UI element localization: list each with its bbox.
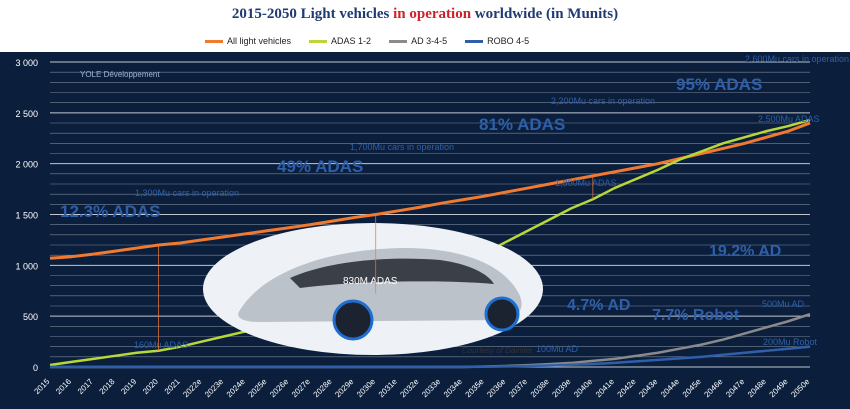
car-photo: Courtesy of Daimler	[203, 223, 543, 355]
legend-item-robo: ROBO 4-5	[465, 36, 529, 46]
car-wheel-front	[332, 299, 374, 341]
title-part2: worldwide (in Munits)	[471, 6, 619, 22]
series-line	[50, 345, 811, 369]
legend-label-robo: ROBO 4-5	[487, 36, 530, 46]
legend-item-ad: AD 3-4-5	[389, 36, 447, 46]
annotation-pct-2050: 95% ADAS	[676, 75, 762, 94]
legend-swatch-adas	[309, 39, 328, 43]
annotation-pct-robot-2050: 7.7% Robot	[652, 307, 740, 324]
annotation-pct-2020: 12.3% ADAS	[60, 202, 160, 221]
label-adas-2040: 1,800Mu ADAS	[555, 178, 617, 188]
chart-title: 2015-2050 Light vehicles in operation wo…	[0, 6, 850, 23]
annotation-pct-ad-2040: 4.7% AD	[567, 297, 630, 314]
annotations: YOLE Développement 12.3% ADAS 49% ADAS 8…	[60, 54, 849, 354]
annotation-pct-2040: 81% ADAS	[479, 115, 565, 134]
y-tick-label: 1 500	[15, 211, 38, 221]
legend-label-all: All light vehicles	[227, 36, 292, 46]
legend-swatch-ad	[389, 39, 408, 43]
label-ad-2040: 100Mu AD	[536, 344, 579, 354]
watermark: YOLE Développement	[80, 70, 160, 79]
label-ad-2050: 500Mu AD	[762, 299, 805, 309]
annotation-pct-2030: 49% ADAS	[277, 157, 363, 176]
y-tick-label: 1 000	[15, 261, 38, 271]
y-tick-label: 500	[23, 312, 38, 322]
y-tick-label: 2 000	[15, 160, 38, 170]
annotation-cars-2030: 1,700Mu cars in operation	[350, 142, 454, 152]
chart-legend: All light vehicles ADAS 1-2 AD 3-4-5 ROB…	[205, 33, 529, 49]
y-tick-label: 3 000	[15, 58, 38, 68]
title-part1: 2015-2050 Light vehicles	[231, 6, 394, 22]
legend-swatch-all	[205, 39, 223, 43]
label-robot-2050: 200Mu Robot	[763, 337, 818, 347]
car-window	[290, 258, 494, 288]
annotation-cars-2020: 1,300Mu cars in operation	[135, 188, 239, 198]
label-adas-2020: 160Mu ADAS	[134, 340, 188, 350]
y-tick-labels: 0 500 1 000 1 500 2 000 2 500 3 000	[15, 58, 38, 373]
photo-credit: Courtesy of Daimler	[462, 346, 533, 355]
title-highlight: in operation	[393, 6, 472, 22]
legend-item-adas: ADAS 1-2	[309, 36, 371, 46]
car-wheel-rear	[484, 296, 520, 332]
label-adas-2030: 830M ADAS	[343, 276, 398, 287]
legend-item-all: All light vehicles	[205, 36, 291, 46]
legend-label-adas: ADAS 1-2	[331, 36, 372, 46]
y-tick-label: 2 500	[15, 109, 38, 119]
label-adas-2050: 2,500Mu ADAS	[758, 114, 820, 124]
legend-label-ad: AD 3-4-5	[411, 36, 448, 46]
annotation-cars-2040: 2,200Mu cars in operation	[551, 96, 655, 106]
annotation-cars-2050: 2,600Mu cars in operation	[745, 54, 849, 64]
legend-swatch-robo	[465, 39, 484, 43]
y-tick-label: 0	[33, 363, 38, 373]
annotation-pct-ad-2050: 19.2% AD	[709, 243, 781, 260]
